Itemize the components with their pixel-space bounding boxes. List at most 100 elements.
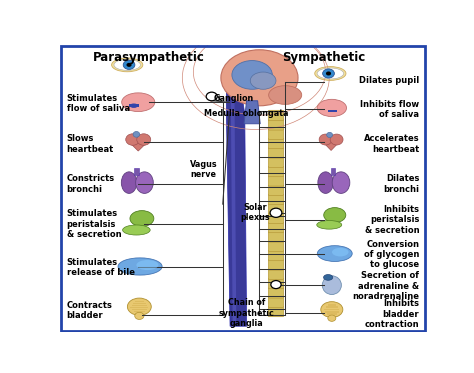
FancyBboxPatch shape [268,213,284,223]
Ellipse shape [114,59,140,70]
Text: Dilates pupil: Dilates pupil [359,76,419,85]
Text: Secretion of
adrenaline &
noradrenaline: Secretion of adrenaline & noradrenaline [352,271,419,301]
Bar [133,303,146,304]
Ellipse shape [319,134,332,145]
Bar [327,313,337,315]
Circle shape [127,63,132,67]
Polygon shape [227,91,246,326]
Polygon shape [231,97,237,323]
Text: Ganglion: Ganglion [213,94,254,103]
FancyBboxPatch shape [268,166,284,177]
Text: Sympathetic: Sympathetic [282,50,365,63]
Bar [132,309,146,310]
Text: Stimulates
peristalsis
& secretion: Stimulates peristalsis & secretion [66,209,121,239]
Ellipse shape [232,60,272,89]
Ellipse shape [321,302,343,317]
Ellipse shape [136,172,153,193]
Text: Inhibits
peristalsis
& secretion: Inhibits peristalsis & secretion [365,205,419,235]
Ellipse shape [122,93,155,112]
FancyBboxPatch shape [268,297,284,307]
Text: Stimulates
release of bile: Stimulates release of bile [66,258,135,277]
Ellipse shape [322,276,341,295]
Ellipse shape [135,312,144,320]
Circle shape [123,60,135,69]
Ellipse shape [317,68,344,79]
Ellipse shape [327,132,333,138]
FancyBboxPatch shape [268,241,284,251]
Ellipse shape [130,211,154,226]
Polygon shape [128,141,148,151]
FancyBboxPatch shape [268,278,284,289]
Bar [328,304,336,306]
Text: Vagus
nerve: Vagus nerve [190,160,217,179]
Text: Solar
plexus: Solar plexus [241,203,271,222]
Ellipse shape [137,134,151,145]
Bar [135,301,144,303]
Bar [129,104,139,107]
Ellipse shape [121,172,137,193]
FancyBboxPatch shape [268,185,284,195]
Text: Chain of
sympathetic
ganglia: Chain of sympathetic ganglia [219,298,274,328]
Ellipse shape [317,246,352,261]
Ellipse shape [137,260,158,270]
FancyBboxPatch shape [268,204,284,214]
Text: Parasympathetic: Parasympathetic [93,50,205,63]
FancyBboxPatch shape [268,306,284,317]
Ellipse shape [317,99,346,116]
Text: Inhibits
bladder
contraction: Inhibits bladder contraction [365,299,419,329]
Circle shape [323,69,334,78]
Text: Contracts
bladder: Contracts bladder [66,301,112,320]
Ellipse shape [130,104,138,107]
Bar [328,110,337,112]
Ellipse shape [332,248,348,256]
FancyBboxPatch shape [268,269,284,279]
Bar [325,311,339,313]
FancyBboxPatch shape [268,222,284,233]
Polygon shape [244,101,260,124]
Ellipse shape [111,58,143,72]
FancyBboxPatch shape [268,138,284,149]
FancyBboxPatch shape [268,232,284,242]
Ellipse shape [123,225,150,235]
FancyBboxPatch shape [268,194,284,205]
Ellipse shape [315,67,346,80]
Ellipse shape [328,315,336,322]
Text: Medulla oblongata: Medulla oblongata [204,109,289,117]
FancyBboxPatch shape [268,176,284,186]
Text: Conversion
of glycogen
to glucose: Conversion of glycogen to glucose [364,239,419,269]
FancyBboxPatch shape [268,148,284,158]
Text: Dilates
bronchi: Dilates bronchi [383,174,419,194]
Circle shape [206,92,217,101]
Text: Accelerates
heartbeat: Accelerates heartbeat [364,134,419,154]
Bar [324,308,339,310]
Bar [131,305,147,306]
Ellipse shape [118,258,162,275]
Ellipse shape [324,275,333,280]
Text: Inhibits flow
of saliva: Inhibits flow of saliva [360,100,419,119]
Bar [130,307,148,308]
Ellipse shape [318,172,333,193]
FancyBboxPatch shape [268,250,284,261]
FancyBboxPatch shape [268,110,284,121]
FancyBboxPatch shape [268,260,284,270]
Text: Stimulates
flow of saliva: Stimulates flow of saliva [66,94,130,113]
FancyBboxPatch shape [268,288,284,298]
Ellipse shape [126,134,140,145]
Ellipse shape [133,132,140,137]
Ellipse shape [128,298,151,315]
Ellipse shape [332,172,350,193]
Text: Constricts
bronchi: Constricts bronchi [66,174,115,194]
Bar [134,168,138,175]
Circle shape [271,280,281,289]
FancyBboxPatch shape [268,129,284,140]
Bar [331,168,335,175]
Ellipse shape [269,86,301,104]
FancyBboxPatch shape [268,157,284,167]
Ellipse shape [324,208,346,223]
Ellipse shape [317,220,342,229]
Ellipse shape [330,134,343,145]
Circle shape [270,208,282,217]
Bar [134,311,145,313]
FancyBboxPatch shape [268,120,284,130]
Text: Slows
heartbeat: Slows heartbeat [66,134,114,154]
